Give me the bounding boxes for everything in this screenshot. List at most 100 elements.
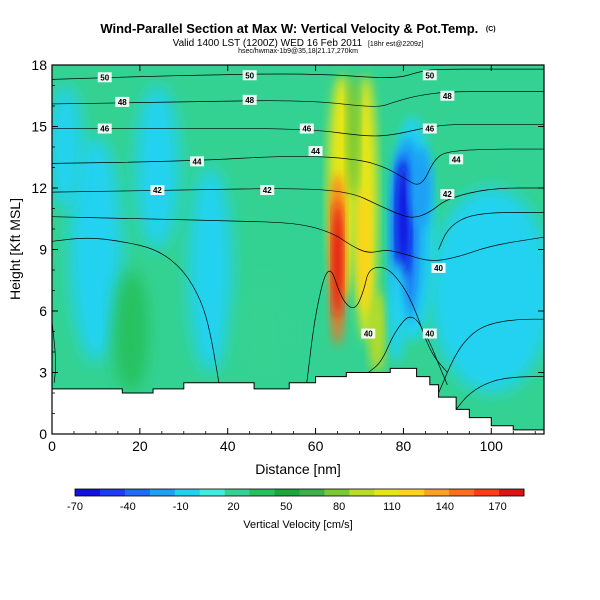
colorbar-segment [299,489,325,496]
isentrope-label-text: 42 [263,186,272,195]
colorbar-segment [399,489,425,496]
isentrope-label: 44 [308,146,323,157]
velocity-blob [52,85,83,209]
isentrope-label: 42 [150,185,165,196]
isentrope-line [455,376,544,410]
velocity-blob [113,270,149,393]
isentrope-label: 46 [97,123,112,134]
isentrope-line [306,266,448,383]
y-tick-label: 15 [31,119,47,135]
isentrope-label: 50 [97,72,112,83]
isentrope-label-text: 40 [434,264,443,273]
colorbar-segment [274,489,300,496]
terrain [52,367,544,434]
chart-title: Wind-Parallel Section at Max W: Vertical… [100,21,495,36]
y-axis-label: Height [Kft MSL] [7,198,23,300]
isentrope-label-text: 42 [153,186,162,195]
velocity-blob [368,290,386,373]
isentrope-label-text: 48 [245,96,254,105]
colorbar-tick-label: 170 [488,501,506,513]
colorbar-tick-label: 20 [227,501,239,513]
isentrope-label-text: 46 [302,125,311,134]
colorbar-tick-label: 80 [333,501,345,513]
isentrope-line [52,148,544,185]
x-tick-label: 80 [396,438,412,454]
y-tick-label: 9 [39,242,47,258]
isentrope-line [438,212,544,250]
colorbar-tick-label: 140 [436,501,454,513]
x-tick-label: 60 [308,438,324,454]
y-tick-label: 3 [39,365,47,381]
isentrope-label-text: 40 [425,330,434,339]
isentrope-label-text: 44 [311,147,320,156]
velocity-blob [188,167,233,373]
velocity-blob [410,147,432,229]
isentrope-label-text: 48 [443,92,452,101]
chart-subtitle: Valid 1400 LST (1200Z) WED 16 Feb 2011 [… [173,38,424,49]
isentrope-label: 40 [431,262,446,273]
x-axis-label: Distance [nm] [255,461,341,477]
isentrope-label: 48 [440,90,455,101]
colorbar-segment [174,489,201,496]
isentrope-line [52,68,544,80]
isentrope-label: 50 [242,70,257,81]
y-tick-label: 18 [31,57,47,73]
colorbar-segment [499,489,525,496]
isentrope-label: 40 [422,328,437,339]
isentrope-label: 44 [189,156,204,167]
colorbar-ticks: -70 -40 -10 20 50 80 110 140 170 [67,501,507,513]
colorbar-segment [124,489,151,496]
colorbar-segment [224,489,251,496]
isentrope-label-text: 40 [364,330,373,339]
velocity-blob [357,188,371,311]
isentrope-label-text: 44 [193,157,202,166]
isentrope-line [438,318,544,394]
isentrope-label: 40 [361,328,376,339]
y-axis: 0 3 6 9 12 15 18 [31,57,544,442]
colorbar-tick-label: -10 [173,501,189,513]
velocity-blob [346,75,360,199]
isentrope-labels: 50 50 50 48 48 48 46 46 46 44 44 44 42 42 42 40 40 40 [97,70,464,339]
velocity-blob [429,188,544,393]
velocity-blob [396,161,411,277]
isentrope-label-text: 50 [100,73,109,82]
x-tick-label: 20 [132,438,148,454]
colorbar-segment [75,489,101,496]
colorbar-segment [249,489,275,496]
isentrope-line [368,316,448,385]
isentrope-label-text: 48 [118,98,127,107]
colorbar-frame [74,488,525,497]
x-tick-label: 0 [48,438,56,454]
velocity-blob [236,280,290,383]
colorbar-segment [149,489,176,496]
y-tick-label: 6 [39,303,47,319]
plot-area: 50 50 50 48 48 48 46 46 46 44 44 44 42 42 42 40 40 40 [52,65,544,434]
isentrope-label-text: 50 [245,71,254,80]
x-tick-label: 40 [220,438,236,454]
chart-subtitle-line2: hsec/hwmax-1b9@35,18|21.17,270km [238,48,358,55]
colorbar-tick-label: -40 [120,501,136,513]
colorbar-label: Vertical Velocity [cm/s] [243,519,352,531]
colorbar-tick-label: 50 [280,501,292,513]
colorbar-segment [424,489,450,496]
isentrope-line [52,216,544,261]
isentrope-label-text: 46 [425,125,434,134]
colorbar-tick-label: -70 [67,501,83,513]
colorbar [74,488,525,497]
x-tick-label: 100 [480,438,504,454]
isentrope-label: 50 [422,70,437,81]
isentrope-label: 46 [422,123,437,134]
isentrope-lines [52,68,544,410]
isentrope-line [52,237,220,383]
isentrope-label: 48 [115,96,130,107]
title-mark: (C) [486,26,496,33]
y-tick-label: 12 [31,180,47,196]
velocity-blob [69,136,123,363]
isentrope-label: 44 [449,154,464,165]
colorbar-segment [324,489,350,496]
colorbar-segment [374,489,400,496]
colorbar-segment [199,489,226,496]
subtitle-small: [18hr est@2209z] [368,41,423,48]
colorbar-segment [474,489,500,496]
colorbar-segment [449,489,475,496]
